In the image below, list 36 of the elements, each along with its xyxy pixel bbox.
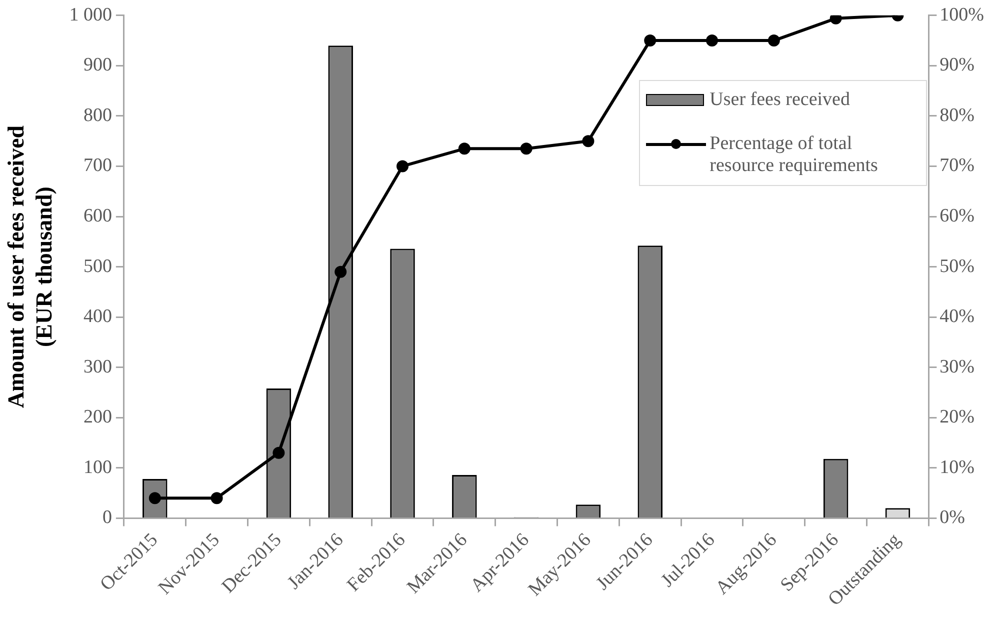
y2-tick-label: 10% <box>940 456 975 478</box>
y2-tick-label: 60% <box>940 206 975 227</box>
y-tick-label: 1 000 <box>69 4 112 26</box>
y-tick-label: 800 <box>83 104 112 126</box>
point <box>520 142 532 155</box>
y-tick-label: 300 <box>83 356 112 378</box>
y2-tick-label: 40% <box>940 306 975 328</box>
point <box>396 160 409 172</box>
y2-tick-label: 0% <box>940 507 966 528</box>
point <box>582 135 594 148</box>
y-tick-label: 200 <box>83 406 112 428</box>
legend-label: User fees received <box>710 89 851 112</box>
point <box>458 142 470 155</box>
point <box>334 266 347 278</box>
y2-tick-label: 90% <box>940 54 975 76</box>
point <box>830 15 842 24</box>
y-axis-title: Amount of user fees received (EUR thousand) <box>4 125 56 408</box>
legend-label: Percentage of total resource requirements <box>710 133 879 178</box>
point <box>272 446 285 459</box>
y-tick-label: 500 <box>83 256 112 277</box>
y2-tick-label: 20% <box>940 406 975 428</box>
point <box>768 34 780 47</box>
y-tick-label: 900 <box>83 54 112 76</box>
y-tick-label: 100 <box>83 456 112 478</box>
y-tick-label: 400 <box>83 306 112 328</box>
y2-tick-label: 100% <box>940 4 984 26</box>
y2-tick-label: 30% <box>940 356 975 378</box>
point <box>644 34 656 47</box>
y2-tick-label: 80% <box>940 104 975 126</box>
point <box>706 34 718 47</box>
y2-tick-label: 70% <box>940 155 975 176</box>
y-tick-label: 700 <box>83 155 112 176</box>
point <box>210 492 223 504</box>
y-tick-label: 0 <box>102 507 112 528</box>
y-tick-label: 600 <box>83 206 112 227</box>
y2-tick-label: 50% <box>940 256 975 277</box>
